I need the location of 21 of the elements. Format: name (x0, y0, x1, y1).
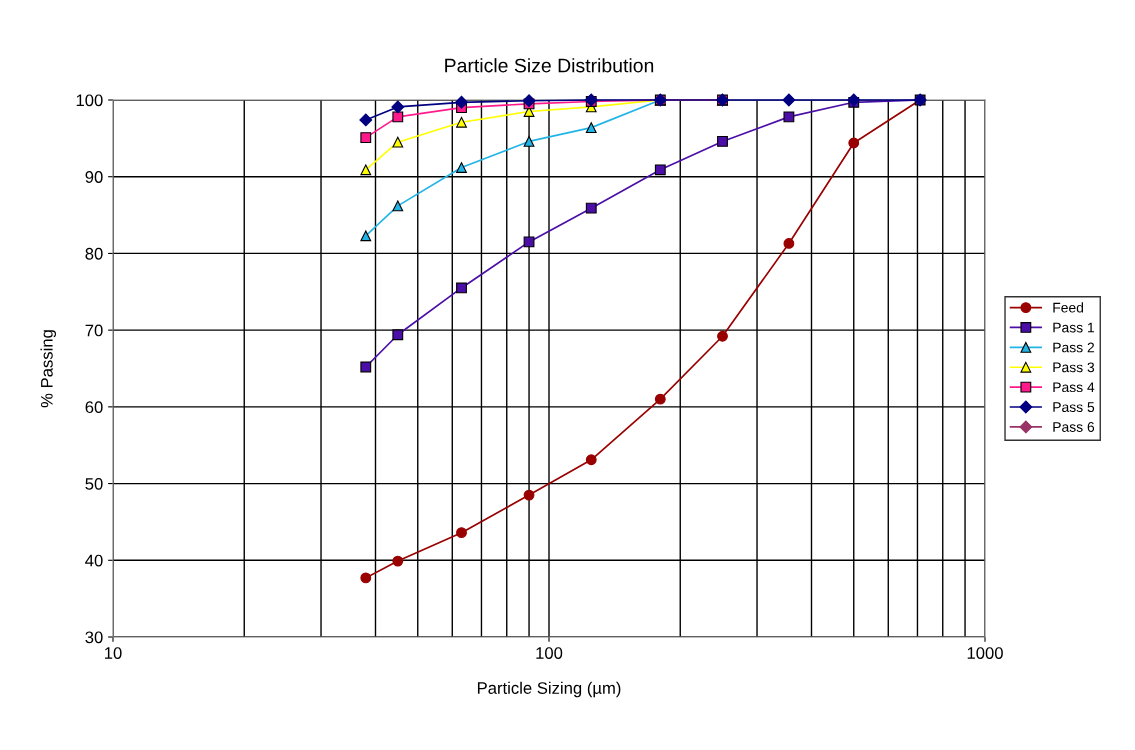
x-tick-label: 10 (105, 647, 122, 659)
y-tick-label: 40 (85, 554, 103, 567)
x-axis-title: Particle Sizing (µm) (477, 681, 621, 698)
legend-label: Pass 4 (1053, 382, 1095, 393)
y-tick-label: 50 (85, 477, 103, 490)
legend-label: Feed (1053, 302, 1084, 313)
legend-label: Pass 5 (1053, 402, 1095, 413)
legend-label: Pass 3 (1053, 362, 1095, 373)
y-tick-label: 70 (85, 324, 103, 337)
y-axis-title: % Passing (40, 330, 57, 408)
legend-label: Pass 2 (1053, 342, 1095, 353)
y-tick-label: 30 (85, 631, 103, 644)
y-tick-label: 100 (76, 94, 103, 107)
y-tick-label: 90 (85, 171, 103, 183)
chart-title: Particle Size Distribution (445, 58, 654, 73)
x-tick-label: 100 (536, 647, 563, 659)
legend-label: Pass 1 (1053, 322, 1095, 333)
legend-label: Pass 6 (1053, 422, 1095, 432)
x-tick-label: 1000 (967, 647, 1003, 659)
y-tick-label: 80 (85, 247, 103, 260)
y-tick-label: 60 (85, 401, 103, 414)
